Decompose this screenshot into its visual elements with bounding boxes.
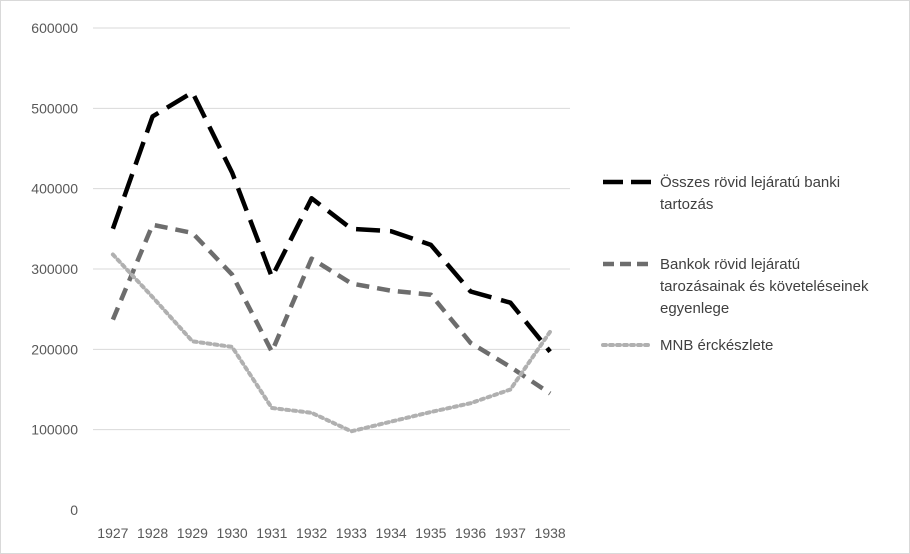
series-line-2: [110, 252, 553, 434]
y-tick-label: 600000: [31, 20, 78, 36]
legend-label: MNB érckészlete: [660, 337, 773, 354]
x-tick-label: 1934: [376, 525, 407, 541]
legend-item-2: MNB érckészlete: [601, 337, 773, 354]
x-tick-label: 1927: [97, 525, 128, 541]
x-tick-label: 1935: [415, 525, 446, 541]
legend-item-1: Bankok rövid lejáratú tarozásainak és köv…: [603, 256, 869, 317]
y-tick-label: 200000: [31, 341, 78, 357]
y-tick-label: 300000: [31, 261, 78, 277]
x-tick-label: 1931: [256, 525, 287, 541]
y-tick-label: 0: [70, 502, 78, 518]
series-line-1: [110, 222, 552, 396]
x-tick-label: 1928: [137, 525, 168, 541]
series-lines: [110, 90, 553, 434]
y-tick-label: 400000: [31, 181, 78, 197]
x-tick-label: 1930: [217, 525, 248, 541]
gridlines: [93, 27, 570, 431]
legend-item-0: Összes rövid lejáratú banki tartozás: [603, 173, 840, 213]
y-tick-label: 100000: [31, 422, 78, 438]
legend: Összes rövid lejáratú banki tartozás Banko…: [601, 173, 869, 354]
legend-label: Összes rövid lejáratú banki: [660, 173, 840, 191]
legend-label: tarozásainak és követeléseinek: [660, 278, 869, 295]
x-tick-label: 1938: [535, 525, 566, 541]
y-axis-tick-labels: 0 100000 200000 300000 400000 500000 600000: [31, 20, 78, 518]
x-tick-label: 1936: [455, 525, 486, 541]
legend-label: Bankok rövid lejáratú: [660, 256, 800, 273]
x-tick-label: 1932: [296, 525, 327, 541]
x-tick-label: 1937: [495, 525, 526, 541]
y-tick-label: 500000: [31, 100, 78, 116]
x-axis-tick-labels: 1927 1928 1929 1930 1931 1932 1933 1934 1935 1936…: [97, 525, 566, 541]
series-line-0: [110, 90, 552, 354]
legend-label: egyenlege: [660, 300, 729, 317]
x-tick-label: 1933: [336, 525, 367, 541]
legend-label: tartozás: [660, 196, 713, 213]
x-tick-label: 1929: [177, 525, 208, 541]
